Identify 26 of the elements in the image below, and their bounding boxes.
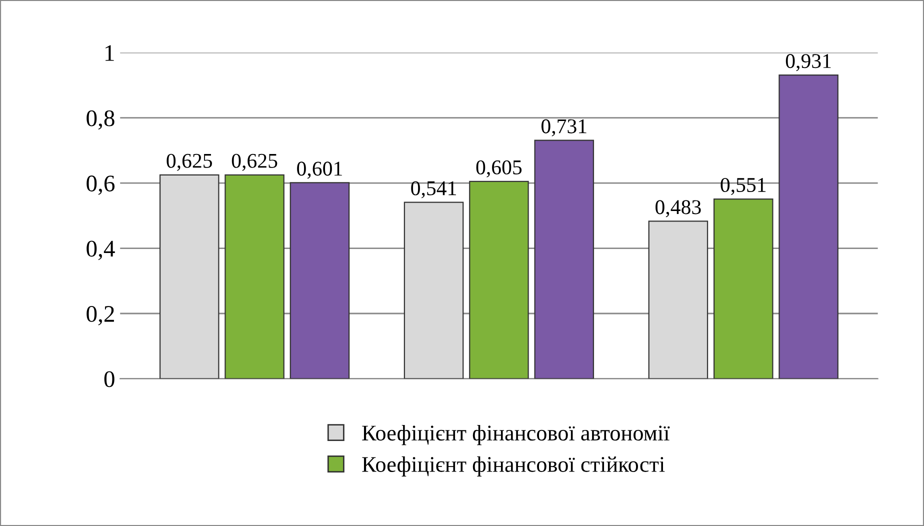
data-label: 0,605 <box>476 160 522 178</box>
y-tick-label: 0,6 <box>86 176 115 195</box>
y-tick-label: 0 <box>104 371 114 388</box>
bar <box>290 182 350 379</box>
bar <box>469 180 529 379</box>
legend-label: Коефіцієнт фінансової автономії <box>362 424 670 446</box>
y-tick-label: 0,4 <box>86 240 115 260</box>
data-label: 0,625 <box>232 154 278 171</box>
bar <box>648 220 708 379</box>
bar <box>778 74 838 379</box>
y-tick-label: 1 <box>106 45 114 61</box>
data-label: 0,541 <box>411 181 456 198</box>
y-tick-label: 0,8 <box>86 110 114 130</box>
legend-label: Коефіцієнт фінансової стійкості <box>362 456 665 476</box>
bar <box>224 174 284 379</box>
data-label: 0,551 <box>720 178 766 196</box>
data-label: 0,625 <box>166 154 212 171</box>
data-label: 0,601 <box>297 162 342 179</box>
bar <box>159 174 220 379</box>
y-tick-label: 0,2 <box>86 306 114 326</box>
bar <box>534 140 594 379</box>
data-label: 0,931 <box>786 54 831 72</box>
bar <box>404 202 464 379</box>
bar <box>713 198 774 379</box>
data-label: 0,483 <box>656 200 701 218</box>
data-label: 0,731 <box>541 119 586 136</box>
